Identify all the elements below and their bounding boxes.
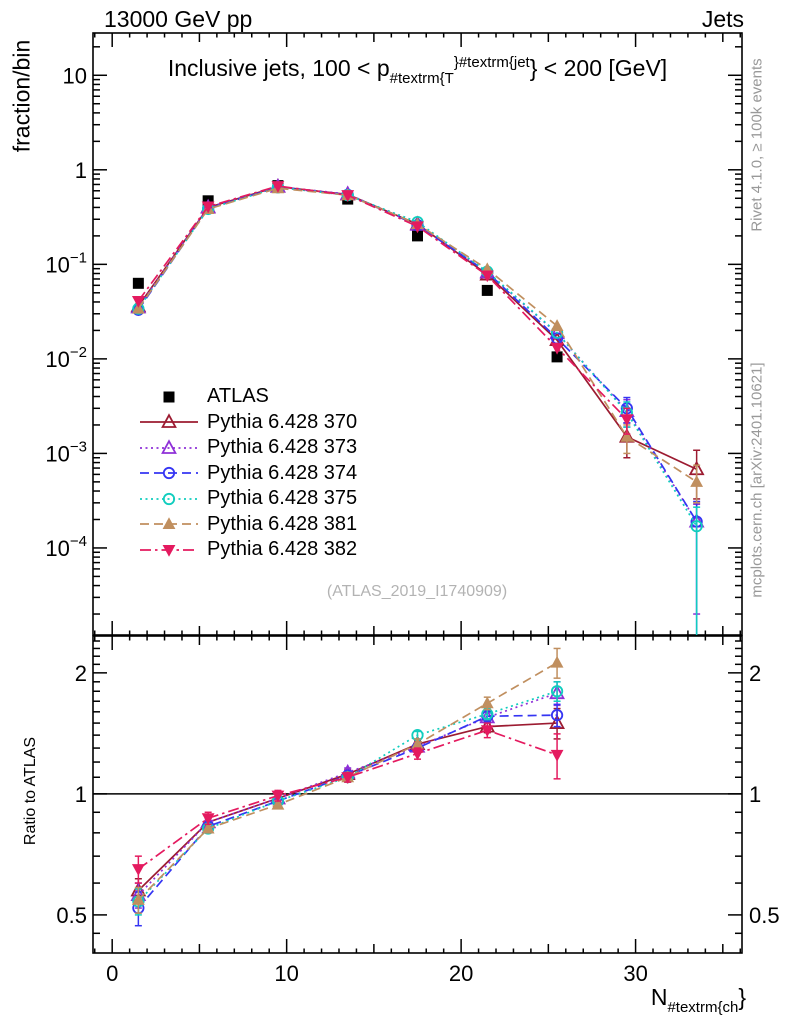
legend-marker-sample — [140, 544, 198, 557]
series-atlas — [132, 180, 563, 363]
side-text-mcplots-reference: mcplots.cern.ch [arXiv:2401.10621] — [748, 362, 766, 598]
analysis-id-watermark: (ATLAS_2019_I1740909) — [326, 583, 508, 600]
series-ratio-1 — [130, 681, 565, 909]
legend-item: Pythia 6.428 382 — [140, 537, 357, 563]
legend-item: Pythia 6.428 373 — [140, 435, 357, 461]
label-fragment: } — [738, 984, 746, 1010]
legend: ATLAS Pythia 6.428 370 Pythia 6.428 373 Pyt… — [140, 384, 357, 563]
legend-label: Pythia 6.428 382 — [207, 538, 358, 561]
legend-item: Pythia 6.428 374 — [140, 461, 357, 487]
y-axis-label-ratio: Ratio to ATLAS — [22, 736, 39, 846]
legend-label: Pythia 6.428 370 — [207, 410, 358, 433]
plot-title: Inclusive jets, 100 < p#textrm{T}#textrm… — [93, 54, 742, 87]
axis-ticks — [93, 33, 742, 953]
legend-item: ATLAS — [140, 384, 357, 410]
label-fragment: } — [453, 54, 459, 71]
x-axis-label: N#textrm{ch} — [651, 984, 746, 1016]
label-fragment: N — [650, 984, 668, 1010]
label-fragment: #textrm{jet — [458, 54, 530, 71]
legend-label: ATLAS — [207, 385, 269, 408]
x-tick-label: 30 — [623, 961, 647, 986]
y-tick-label-main: 1 — [75, 158, 87, 183]
x-tick-label: 0 — [106, 961, 118, 986]
label-fragment: Inclusive jets, 100 < p — [167, 55, 390, 81]
header-beam-energy: 13000 GeV pp — [104, 6, 253, 32]
legend-item: Pythia 6.428 375 — [140, 486, 357, 512]
y-tick-label-main: 10 — [63, 63, 87, 88]
label-fragment: < 200 [GeV] — [537, 55, 668, 81]
series-ratio-0 — [130, 707, 565, 904]
y-tick-label-main: 10−2 — [45, 344, 87, 372]
x-tick-label: 20 — [449, 961, 473, 986]
label-fragment: #textrm{ch — [667, 999, 739, 1016]
legend-label: Pythia 6.428 374 — [207, 461, 358, 484]
label-fragment: } — [529, 55, 538, 81]
y-tick-label-ratio: 1 — [75, 782, 87, 807]
legend-marker-sample — [140, 467, 198, 480]
header-analysis-group: Jets — [701, 6, 744, 32]
legend-marker-sample — [140, 492, 198, 505]
series-ratio-5 — [131, 722, 564, 884]
tick-labels: 10 1 10−1 10−2 10−3 10−4 2 2 1 1 0.5 0.5 0 10 20 30 — [45, 63, 779, 986]
y-tick-label-ratio: 0.5 — [749, 903, 780, 928]
y-tick-label-main: 10−1 — [45, 249, 87, 277]
label-fragment: #textrm{T — [389, 70, 454, 87]
legend-marker-sample — [140, 439, 198, 454]
side-text-rivet-version: Rivet 4.1.0, ≥ 100k events — [748, 58, 766, 232]
main-frame — [92, 32, 743, 636]
legend-label: Pythia 6.428 373 — [207, 436, 358, 459]
legend-marker-sample — [140, 517, 198, 530]
series-ratio-3 — [132, 681, 564, 916]
y-tick-label-ratio: 2 — [75, 661, 87, 686]
y-tick-label-main: 10−3 — [45, 438, 87, 466]
legend-marker-sample — [163, 391, 175, 403]
legend-marker-sample — [140, 413, 198, 429]
y-tick-label-ratio: 0.5 — [56, 903, 87, 928]
legend-label: Pythia 6.428 375 — [207, 487, 358, 510]
x-tick-label: 10 — [274, 961, 298, 986]
series-main-5 — [131, 181, 634, 435]
legend-item: Pythia 6.428 381 — [140, 512, 357, 538]
y-tick-label-ratio: 2 — [749, 661, 761, 686]
legend-label: Pythia 6.428 381 — [207, 512, 358, 535]
series-ratio-2 — [132, 703, 564, 927]
legend-item: Pythia 6.428 370 — [140, 410, 357, 436]
y-axis-label-main: fraction/bin — [8, 39, 35, 153]
y-tick-label-main: 10−4 — [45, 533, 87, 561]
y-tick-label-ratio: 1 — [749, 782, 761, 807]
